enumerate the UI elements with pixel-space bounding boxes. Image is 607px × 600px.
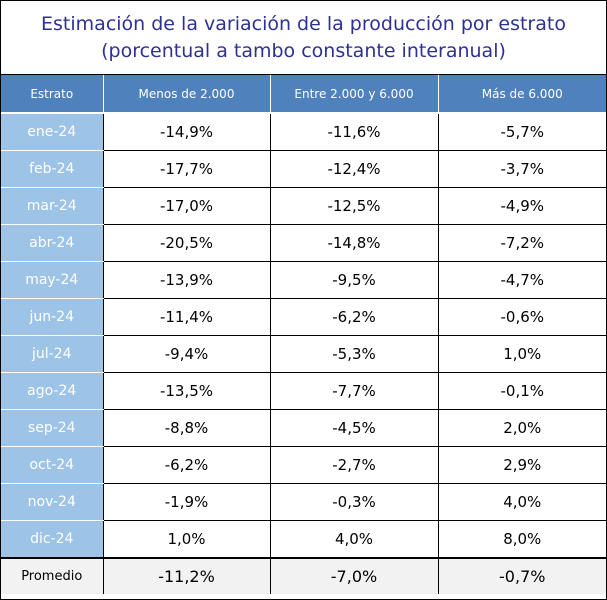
value-cell: 2,9% [437, 446, 606, 484]
month-label: oct-24 [1, 446, 104, 484]
value-cell: -2,7% [269, 446, 439, 484]
value-cell: -5,7% [437, 112, 606, 151]
value-cell: -4,7% [437, 261, 606, 299]
value-cell: -7,7% [269, 372, 439, 410]
month-label: jun-24 [1, 298, 104, 336]
table-row: ago-24 -13,5% -7,7% -0,1% [1, 372, 606, 410]
month-label: ago-24 [1, 372, 104, 410]
table-row: may-24 -13,9% -9,5% -4,7% [1, 261, 606, 299]
month-label: mar-24 [1, 187, 104, 225]
table-row: feb-24 -17,7% -12,4% -3,7% [1, 150, 606, 188]
month-label: may-24 [1, 261, 104, 299]
value-cell: 1,0% [102, 520, 271, 559]
header-mas-6000: Más de 6.000 [438, 75, 606, 114]
value-cell: -4,9% [437, 187, 606, 225]
average-cell: -11,2% [102, 557, 271, 594]
month-label: sep-24 [1, 409, 104, 447]
month-label: ene-24 [1, 112, 104, 151]
title-line-1: Estimación de la variación de la producc… [41, 13, 566, 35]
table-row: jul-24 -9,4% -5,3% 1,0% [1, 335, 606, 373]
month-label: jul-24 [1, 335, 104, 373]
average-cell: -7,0% [269, 557, 439, 594]
value-cell: -13,5% [102, 372, 271, 410]
value-cell: 1,0% [437, 335, 606, 373]
value-cell: -9,5% [269, 261, 439, 299]
table-row: abr-24 -20,5% -14,8% -7,2% [1, 224, 606, 262]
value-cell: -12,4% [269, 150, 439, 188]
table-row: dic-24 1,0% 4,0% 8,0% [1, 520, 606, 559]
value-cell: -4,5% [269, 409, 439, 447]
value-cell: -17,7% [102, 150, 271, 188]
table-row: sep-24 -8,8% -4,5% 2,0% [1, 409, 606, 447]
value-cell: -20,5% [102, 224, 271, 262]
value-cell: -17,0% [102, 187, 271, 225]
value-cell: -3,7% [437, 150, 606, 188]
header-menos-2000: Menos de 2.000 [103, 75, 271, 114]
value-cell: -7,2% [437, 224, 606, 262]
value-cell: -1,9% [102, 483, 271, 521]
header-estrato: Estrato [1, 75, 104, 114]
table-row: nov-24 -1,9% -0,3% 4,0% [1, 483, 606, 521]
value-cell: -0,1% [437, 372, 606, 410]
table-row: oct-24 -6,2% -2,7% 2,9% [1, 446, 606, 484]
header-row: Estrato Menos de 2.000 Entre 2.000 y 6.0… [1, 75, 606, 114]
value-cell: -12,5% [269, 187, 439, 225]
month-label: dic-24 [1, 520, 104, 559]
month-label: abr-24 [1, 224, 104, 262]
table-row: mar-24 -17,0% -12,5% -4,9% [1, 187, 606, 225]
value-cell: -13,9% [102, 261, 271, 299]
production-variation-table: Estrato Menos de 2.000 Entre 2.000 y 6.0… [1, 75, 606, 594]
average-label: Promedio [1, 557, 104, 594]
average-cell: -0,7% [437, 557, 606, 594]
value-cell: -0,3% [269, 483, 439, 521]
value-cell: -6,2% [102, 446, 271, 484]
table-title: Estimación de la variación de la producc… [1, 1, 606, 75]
month-label: nov-24 [1, 483, 104, 521]
value-cell: 4,0% [269, 520, 439, 559]
value-cell: -8,8% [102, 409, 271, 447]
value-cell: -11,6% [269, 112, 439, 151]
value-cell: 4,0% [437, 483, 606, 521]
value-cell: -0,6% [437, 298, 606, 336]
value-cell: 8,0% [437, 520, 606, 559]
value-cell: -11,4% [102, 298, 271, 336]
value-cell: -5,3% [269, 335, 439, 373]
value-cell: 2,0% [437, 409, 606, 447]
table-row: ene-24 -14,9% -11,6% -5,7% [1, 112, 606, 151]
value-cell: -14,9% [102, 112, 271, 151]
month-label: feb-24 [1, 150, 104, 188]
header-entre-2000-6000: Entre 2.000 y 6.000 [270, 75, 439, 114]
title-line-2: (porcentual a tambo constante interanual… [101, 40, 506, 62]
value-cell: -6,2% [269, 298, 439, 336]
value-cell: -14,8% [269, 224, 439, 262]
average-row: Promedio -11,2% -7,0% -0,7% [1, 557, 606, 594]
value-cell: -9,4% [102, 335, 271, 373]
table-row: jun-24 -11,4% -6,2% -0,6% [1, 298, 606, 336]
